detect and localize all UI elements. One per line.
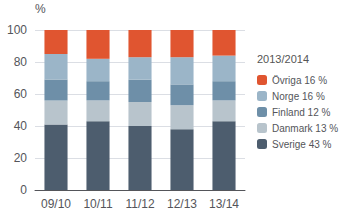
svg-text:Övriga 16 %: Övriga 16 % bbox=[272, 75, 327, 86]
svg-text:09/10: 09/10 bbox=[41, 197, 71, 211]
svg-text:Sverige 43 %: Sverige 43 % bbox=[272, 139, 332, 150]
svg-text:13/14: 13/14 bbox=[209, 197, 239, 211]
svg-text:10/11: 10/11 bbox=[83, 197, 112, 211]
svg-text:%: % bbox=[35, 2, 46, 16]
svg-text:100: 100 bbox=[7, 23, 27, 37]
svg-text:Norge 16 %: Norge 16 % bbox=[272, 91, 325, 102]
svg-text:0: 0 bbox=[20, 183, 27, 197]
svg-text:80: 80 bbox=[14, 55, 28, 69]
svg-text:2013/2014: 2013/2014 bbox=[257, 53, 309, 65]
svg-text:20: 20 bbox=[14, 151, 28, 165]
svg-text:60: 60 bbox=[14, 87, 28, 101]
svg-text:40: 40 bbox=[14, 119, 28, 133]
svg-text:Finland 12 %: Finland 12 % bbox=[272, 107, 330, 118]
svg-text:Danmark 13 %: Danmark 13 % bbox=[272, 123, 338, 134]
svg-text:11/12: 11/12 bbox=[125, 197, 154, 211]
svg-text:12/13: 12/13 bbox=[167, 197, 197, 211]
